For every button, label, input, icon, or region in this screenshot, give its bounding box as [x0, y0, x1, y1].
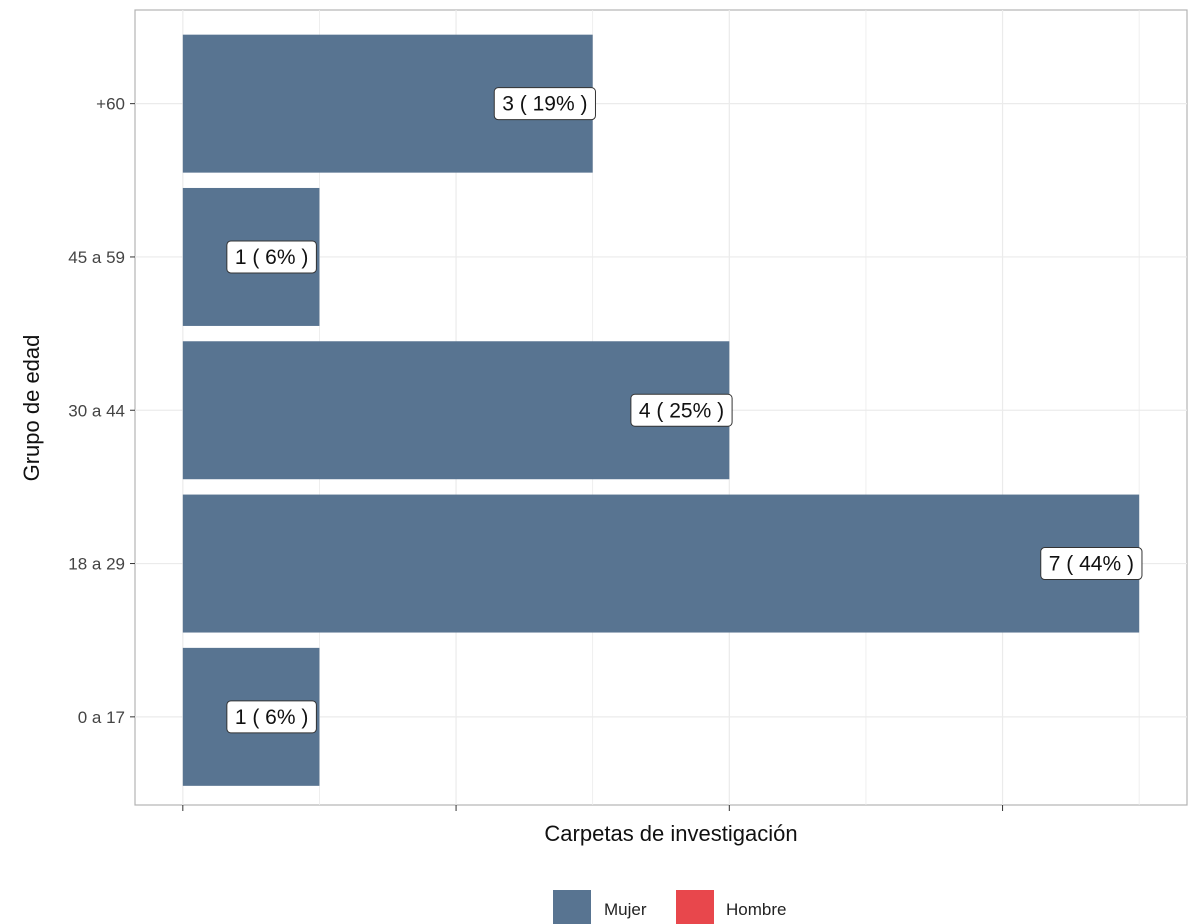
x-axis-ticks [182, 805, 1004, 811]
data-label: 1 ( 6% ) [226, 700, 317, 734]
bar [182, 494, 1140, 633]
y-tick-label: 0 a 17 [78, 708, 125, 727]
data-label: 4 ( 25% ) [630, 393, 733, 427]
legend: Mujer Hombre [553, 890, 786, 924]
data-label-box [226, 240, 317, 274]
legend-label: Hombre [726, 900, 786, 919]
data-label-text: 1 ( 6% ) [235, 706, 309, 729]
data-label-text: 1 ( 6% ) [235, 246, 309, 269]
data-label-text: 7 ( 44% ) [1049, 553, 1134, 576]
data-label: 1 ( 6% ) [226, 240, 317, 274]
data-label: 3 ( 19% ) [493, 87, 596, 121]
data-label: 7 ( 44% ) [1040, 547, 1143, 581]
data-label-box [493, 87, 596, 121]
legend-label: Mujer [604, 900, 647, 919]
data-label-text: 3 ( 19% ) [502, 93, 587, 116]
data-labels: 1 ( 6% ) 7 ( 44% ) 4 ( 25% ) 1 ( 6% ) 3 ( 19… [226, 87, 1143, 734]
x-axis-title: Carpetas de investigación [544, 821, 797, 846]
y-tick-label: 18 a 29 [68, 555, 125, 574]
y-tick-label: +60 [96, 95, 125, 114]
data-label-box [630, 393, 733, 427]
data-label-text: 4 ( 25% ) [639, 399, 724, 422]
y-tick-label: 45 a 59 [68, 248, 125, 267]
data-label-box [226, 700, 317, 734]
y-tick-label: 30 a 44 [68, 401, 125, 420]
y-axis-title: Grupo de edad [19, 335, 44, 482]
legend-swatch [553, 890, 591, 924]
legend-swatch [676, 890, 714, 924]
y-axis-ticks: 0 a 17 18 a 29 30 a 44 45 a 59 +60 [68, 95, 135, 727]
data-label-box [1040, 547, 1143, 581]
bars [182, 34, 1140, 786]
